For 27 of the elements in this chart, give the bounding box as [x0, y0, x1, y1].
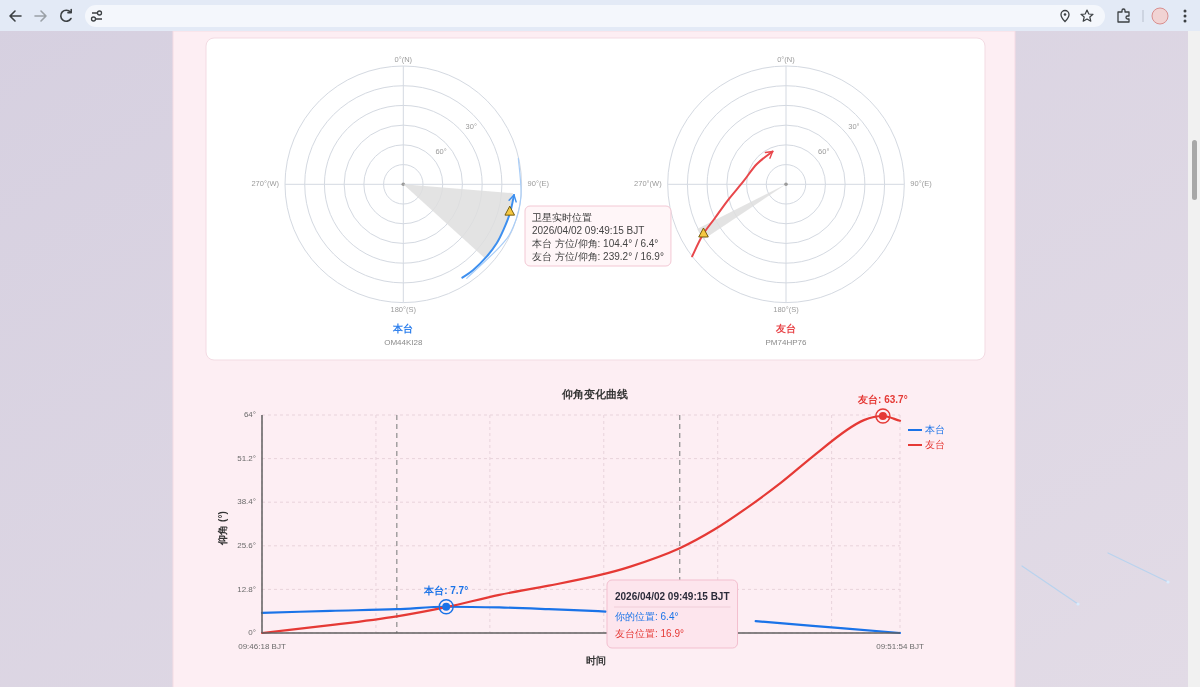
x-tick-label: 09:46:18 BJT — [238, 641, 286, 651]
y-tick-label: 51.2° — [237, 453, 256, 463]
annotation: 2026/04/02 09:49:15 BJT — [615, 591, 730, 602]
legend-label: 本台 — [925, 423, 945, 435]
x-tick-label: 09:51:54 BJT — [876, 641, 924, 651]
annotation: 友台位置: 16.9° — [615, 628, 685, 639]
text: 卫星实时位置 — [532, 212, 592, 223]
text: PM74HP76 — [765, 337, 807, 347]
y-tick-label: 0° — [248, 628, 256, 638]
point — [875, 408, 891, 424]
y-tick-label: 12.8° — [237, 584, 256, 594]
annotation: 你的位置: 6.4° — [615, 611, 679, 622]
y-tick-label: 64° — [243, 410, 256, 420]
text: 友台 — [775, 322, 796, 334]
y-tick-label: 25.6° — [237, 540, 256, 550]
y-axis-title: 仰角 (°) — [217, 511, 228, 546]
text: 本台 — [392, 322, 414, 334]
annotation: 本台: 7.7° — [423, 584, 469, 596]
text: 2026/04/02 09:49:15 BJT — [532, 225, 645, 236]
chart-title: 仰角变化曲线 — [561, 388, 628, 400]
text: OM44KI28 — [384, 337, 423, 347]
y-tick-label: 38.4° — [237, 497, 256, 507]
annotation: 友台: 63.7° — [857, 394, 908, 406]
text: 本台 方位/仰角: 104.4° / 6.4° — [532, 238, 659, 249]
x-axis-title: 时间 — [586, 655, 606, 666]
legend-label: 友台 — [925, 438, 945, 450]
text: 友台 方位/仰角: 239.2° / 16.9° — [532, 251, 664, 262]
